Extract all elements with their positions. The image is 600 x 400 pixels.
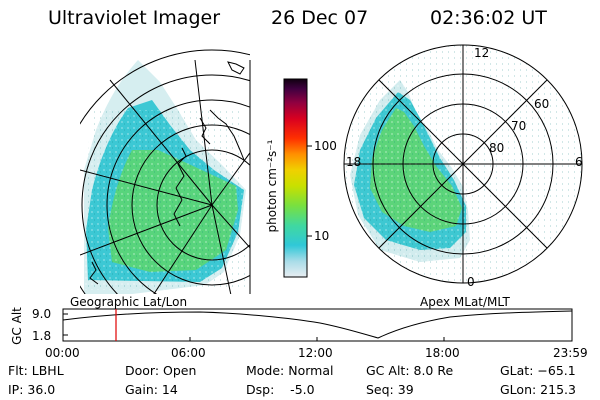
xtick-0000: 00:00 (45, 346, 80, 360)
info-filter: Flt: LBHL (8, 363, 64, 378)
mlt-label-0: 0 (467, 275, 475, 289)
xtick-1200: 12:00 (298, 346, 333, 360)
geo-caption: Geographic Lat/Lon (70, 295, 188, 309)
colorbar-gradient (283, 78, 308, 278)
xtick-0600: 06:00 (171, 346, 206, 360)
colorbar-tick-10: 10 (314, 229, 330, 243)
info-door: Door: Open (125, 363, 197, 378)
instrument-title: Ultraviolet Imager (48, 7, 221, 29)
alt-ytick-1-8: 1.8 (32, 329, 52, 343)
alt-ytick-9: 9.0 (32, 307, 52, 321)
mlat-label-80: 80 (489, 141, 505, 155)
mlt-label-18: 18 (346, 155, 362, 169)
info-glat: GLat: −65.1 (500, 363, 576, 378)
time-label: 02:36:02 UT (430, 7, 547, 29)
info-glon: GLon: 215.3 (500, 382, 576, 397)
info-ip: IP: 36.0 (8, 382, 56, 397)
date-label: 26 Dec 07 (271, 7, 369, 29)
xtick-2359: 23:59 (553, 346, 588, 360)
mlat-label-70: 70 (511, 119, 527, 133)
colorbar-tick-100: 100 (314, 139, 337, 153)
alt-ylabel: GC Alt (10, 307, 24, 345)
altitude-curve (62, 310, 573, 339)
info-gain: Gain: 14 (125, 382, 178, 397)
info-seq: Seq: 39 (366, 382, 414, 397)
mlat-label-60: 60 (534, 97, 550, 111)
info-dsp: Dsp: -5.0 (246, 382, 315, 397)
info-mode: Mode: Normal (246, 363, 334, 378)
mlt-label-6: 6 (575, 155, 583, 169)
info-gc-alt: GC Alt: 8.0 Re (366, 363, 454, 378)
xtick-1800: 18:00 (425, 346, 460, 360)
mlt-label-12: 12 (474, 46, 490, 60)
mag-caption: Apex MLat/MLT (420, 295, 510, 309)
